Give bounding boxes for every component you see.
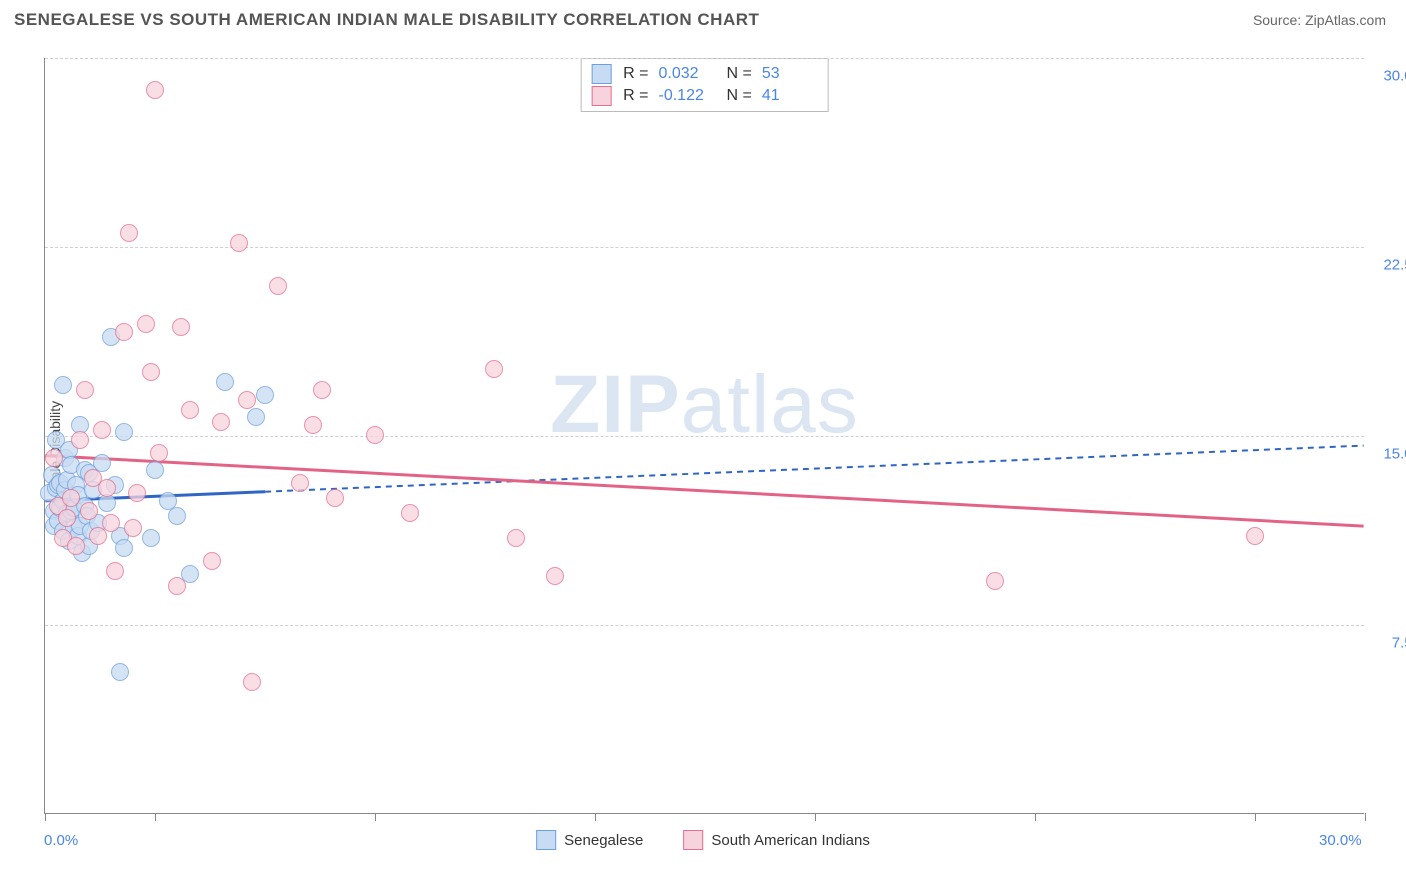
x-tick xyxy=(375,813,376,821)
data-point xyxy=(230,234,248,252)
data-point xyxy=(168,577,186,595)
data-point xyxy=(216,373,234,391)
legend-label-series2: South American Indians xyxy=(711,832,869,849)
stat-r-label: R = xyxy=(623,65,648,83)
data-point xyxy=(146,461,164,479)
data-point xyxy=(485,360,503,378)
data-point xyxy=(62,489,80,507)
data-point xyxy=(137,315,155,333)
legend-swatch-series1 xyxy=(536,830,556,850)
data-point xyxy=(54,376,72,394)
data-point xyxy=(546,567,564,585)
data-point xyxy=(172,318,190,336)
data-point xyxy=(45,449,63,467)
data-point xyxy=(181,401,199,419)
data-point xyxy=(93,421,111,439)
source-prefix: Source: xyxy=(1253,12,1305,28)
x-tick xyxy=(595,813,596,821)
data-point xyxy=(115,323,133,341)
legend-label-series1: Senegalese xyxy=(564,832,643,849)
stat-r-value-series1: 0.032 xyxy=(659,65,715,83)
x-tick xyxy=(1365,813,1366,821)
legend-swatch-series2 xyxy=(591,86,611,106)
data-point xyxy=(1246,527,1264,545)
data-point xyxy=(106,562,124,580)
chart-header: SENEGALESE VS SOUTH AMERICAN INDIAN MALE… xyxy=(0,0,1406,34)
data-point xyxy=(67,537,85,555)
data-point xyxy=(366,426,384,444)
stat-r-value-series2: -0.122 xyxy=(659,87,715,105)
legend-swatch-series2 xyxy=(683,830,703,850)
legend-stats-row: R = -0.122 N = 41 xyxy=(591,85,818,107)
legend-stats: R = 0.032 N = 53 R = -0.122 N = 41 xyxy=(580,58,829,112)
data-point xyxy=(291,474,309,492)
legend-swatch-series1 xyxy=(591,64,611,84)
gridline xyxy=(45,436,1364,437)
x-tick xyxy=(155,813,156,821)
data-point xyxy=(304,416,322,434)
data-point xyxy=(269,277,287,295)
data-point xyxy=(111,663,129,681)
data-point xyxy=(142,363,160,381)
data-point xyxy=(212,413,230,431)
data-point xyxy=(243,673,261,691)
stat-n-value-series2: 41 xyxy=(762,87,818,105)
stat-n-value-series1: 53 xyxy=(762,65,818,83)
stat-r-label: R = xyxy=(623,87,648,105)
data-point xyxy=(168,507,186,525)
y-tick-label: 7.5% xyxy=(1392,635,1406,652)
data-point xyxy=(58,509,76,527)
x-tick xyxy=(1255,813,1256,821)
stat-n-label: N = xyxy=(727,87,752,105)
legend-item-series1: Senegalese xyxy=(536,830,643,850)
chart-title: SENEGALESE VS SOUTH AMERICAN INDIAN MALE… xyxy=(14,10,759,30)
data-point xyxy=(76,381,94,399)
x-axis-max-label: 30.0% xyxy=(1319,832,1362,849)
data-point xyxy=(238,391,256,409)
source-name: ZipAtlas.com xyxy=(1305,12,1386,28)
data-point xyxy=(98,479,116,497)
gridline xyxy=(45,625,1364,626)
legend-stats-row: R = 0.032 N = 53 xyxy=(591,63,818,85)
plot-area: ZIPatlas R = 0.032 N = 53 R = -0.122 N =… xyxy=(44,58,1364,814)
data-point xyxy=(203,552,221,570)
data-point xyxy=(986,572,1004,590)
legend-item-series2: South American Indians xyxy=(683,830,869,850)
source-attribution: Source: ZipAtlas.com xyxy=(1253,12,1386,28)
data-point xyxy=(256,386,274,404)
stat-n-label: N = xyxy=(727,65,752,83)
data-point xyxy=(150,444,168,462)
data-point xyxy=(80,502,98,520)
chart-container: SENEGALESE VS SOUTH AMERICAN INDIAN MALE… xyxy=(0,0,1406,892)
y-tick-label: 22.5% xyxy=(1383,257,1406,274)
data-point xyxy=(120,224,138,242)
y-tick-label: 30.0% xyxy=(1383,68,1406,85)
data-point xyxy=(507,529,525,547)
data-point xyxy=(102,514,120,532)
x-tick xyxy=(1035,813,1036,821)
data-point xyxy=(401,504,419,522)
data-point xyxy=(146,81,164,99)
data-point xyxy=(142,529,160,547)
data-point xyxy=(115,423,133,441)
x-tick xyxy=(45,813,46,821)
data-point xyxy=(124,519,142,537)
data-point xyxy=(247,408,265,426)
data-point xyxy=(115,539,133,557)
x-axis-min-label: 0.0% xyxy=(44,832,78,849)
watermark: ZIPatlas xyxy=(550,358,859,452)
legend-series: Senegalese South American Indians xyxy=(536,830,870,850)
data-point xyxy=(128,484,146,502)
x-tick xyxy=(815,813,816,821)
data-point xyxy=(313,381,331,399)
data-point xyxy=(326,489,344,507)
y-tick-label: 15.0% xyxy=(1383,446,1406,463)
data-point xyxy=(71,431,89,449)
gridline xyxy=(45,58,1364,59)
